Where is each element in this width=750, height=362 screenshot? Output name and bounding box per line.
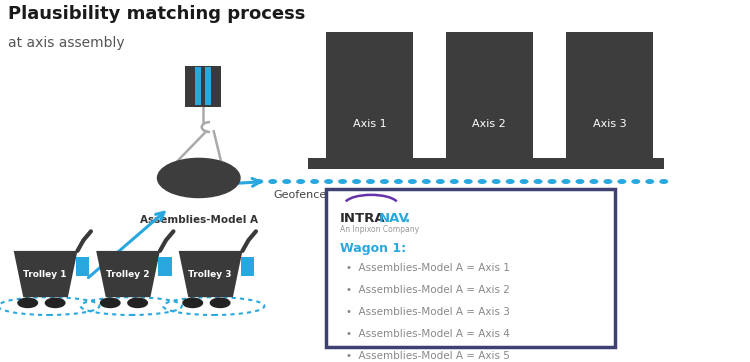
Polygon shape: [96, 251, 160, 297]
Polygon shape: [178, 251, 242, 297]
Text: Axis 3: Axis 3: [592, 119, 626, 129]
Text: Geofence: Geofence: [274, 190, 327, 201]
Text: •  Assemblies-Model A = Axis 3: • Assemblies-Model A = Axis 3: [346, 307, 510, 317]
Circle shape: [310, 180, 318, 183]
Circle shape: [548, 180, 556, 183]
Circle shape: [493, 180, 500, 183]
Bar: [184, 66, 220, 107]
Circle shape: [604, 180, 612, 183]
Circle shape: [100, 298, 120, 307]
Text: Trolley 1: Trolley 1: [23, 270, 67, 279]
Text: Trolley 2: Trolley 2: [106, 270, 149, 279]
Circle shape: [534, 180, 542, 183]
Text: Wagon 1:: Wagon 1:: [340, 242, 406, 255]
Circle shape: [520, 180, 528, 183]
Circle shape: [576, 180, 584, 183]
Text: Plausibility matching process: Plausibility matching process: [8, 5, 304, 23]
Circle shape: [394, 180, 402, 183]
Polygon shape: [13, 251, 77, 297]
Text: •  Assemblies-Model A = Axis 5: • Assemblies-Model A = Axis 5: [346, 351, 510, 361]
Circle shape: [18, 298, 38, 307]
Bar: [205, 67, 212, 105]
Circle shape: [158, 159, 240, 198]
Text: at axis assembly: at axis assembly: [8, 35, 124, 50]
Circle shape: [478, 180, 486, 183]
Circle shape: [352, 180, 360, 183]
Bar: [158, 257, 172, 276]
Circle shape: [297, 180, 304, 183]
Bar: [326, 189, 615, 347]
Text: Axis 1: Axis 1: [352, 119, 386, 129]
Circle shape: [283, 180, 290, 183]
Circle shape: [451, 180, 458, 183]
Circle shape: [590, 180, 598, 183]
Circle shape: [618, 180, 626, 183]
Circle shape: [46, 298, 64, 307]
Text: .: .: [405, 211, 410, 225]
Text: •  Assemblies-Model A = Axis 1: • Assemblies-Model A = Axis 1: [346, 263, 510, 273]
Text: Assemblies-Model A: Assemblies-Model A: [140, 215, 258, 225]
Circle shape: [269, 180, 277, 183]
Bar: [326, 32, 412, 160]
Circle shape: [506, 180, 514, 183]
Circle shape: [381, 180, 388, 183]
Circle shape: [562, 180, 570, 183]
Circle shape: [367, 180, 374, 183]
Text: NAV: NAV: [379, 212, 410, 225]
Text: INTRA: INTRA: [340, 212, 386, 225]
Circle shape: [255, 180, 262, 183]
Circle shape: [128, 298, 147, 307]
Bar: [566, 32, 652, 160]
Circle shape: [325, 180, 332, 183]
Bar: [241, 257, 254, 276]
Bar: [76, 257, 89, 276]
Circle shape: [422, 180, 430, 183]
Text: Trolley 3: Trolley 3: [188, 270, 232, 279]
Circle shape: [660, 180, 668, 183]
Circle shape: [436, 180, 444, 183]
Text: •  Assemblies-Model A = Axis 4: • Assemblies-Model A = Axis 4: [346, 329, 510, 339]
Text: An Inpixon Company: An Inpixon Company: [340, 225, 420, 234]
Text: •  Assemblies-Model A = Axis 2: • Assemblies-Model A = Axis 2: [346, 285, 510, 295]
Circle shape: [632, 180, 640, 183]
Circle shape: [339, 180, 346, 183]
Circle shape: [183, 298, 203, 307]
Bar: [446, 32, 532, 160]
Circle shape: [210, 298, 230, 307]
Circle shape: [464, 180, 472, 183]
Circle shape: [409, 180, 416, 183]
Bar: [308, 159, 664, 169]
Bar: [194, 67, 201, 105]
Text: Axis 2: Axis 2: [472, 119, 506, 129]
Circle shape: [646, 180, 653, 183]
